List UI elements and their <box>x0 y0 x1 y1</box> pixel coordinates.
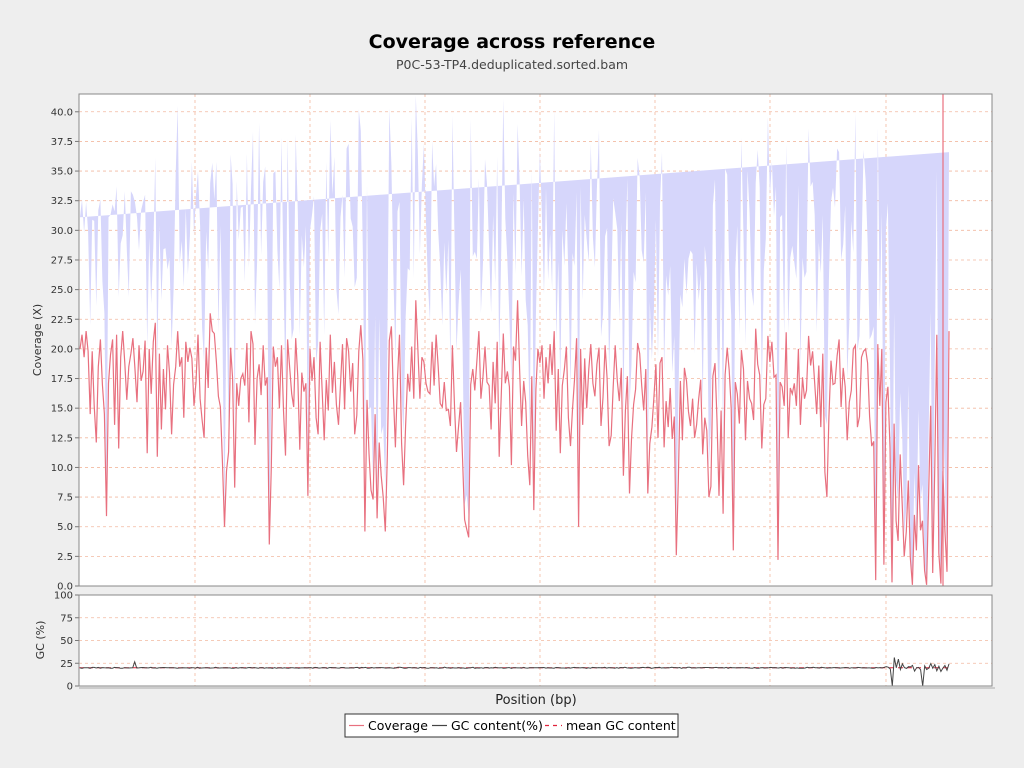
coverage-y-tick-label: 37.5 <box>51 137 73 148</box>
chart-subtitle: P0C-53-TP4.deduplicated.sorted.bam <box>396 57 628 72</box>
legend: Coverage GC content(%) mean GC content <box>344 713 679 738</box>
gc-grid <box>79 595 992 686</box>
legend-coverage-label: Coverage <box>368 718 428 733</box>
coverage-y-tick-label: 0.0 <box>57 582 73 593</box>
x-axis-label: Position (bp) <box>495 693 576 708</box>
coverage-y-tick-label: 10.0 <box>51 463 73 474</box>
coverage-y-tick-label: 22.5 <box>51 315 73 326</box>
coverage-band <box>80 95 949 584</box>
gc-y-tick-label: 75 <box>60 613 73 624</box>
legend-mean-gc-label: mean GC content <box>566 718 676 733</box>
chart-title: Coverage across reference <box>369 31 656 53</box>
gc-line <box>79 657 950 687</box>
gc-plot-border <box>78 594 993 687</box>
gc-y-label: GC (%) <box>34 621 47 660</box>
coverage-y-tick-label: 27.5 <box>51 255 73 266</box>
gc-y-ticks: 0 25 50 75 100 <box>54 591 79 693</box>
coverage-y-tick-label: 40.0 <box>51 107 73 118</box>
gc-y-tick-label: 50 <box>60 636 73 647</box>
gc-y-tick-label: 0 <box>67 682 73 693</box>
coverage-y-tick-label: 15.0 <box>51 404 73 415</box>
coverage-y-tick-label: 5.0 <box>57 522 73 533</box>
gc-y-tick-label: 25 <box>60 659 73 670</box>
coverage-y-tick-label: 20.0 <box>51 344 73 355</box>
coverage-y-tick-label: 12.5 <box>51 433 73 444</box>
coverage-y-tick-label: 30.0 <box>51 226 73 237</box>
coverage-y-tick-label: 7.5 <box>57 493 73 504</box>
coverage-y-tick-label: 25.0 <box>51 285 73 296</box>
coverage-plot-border <box>78 93 993 587</box>
gc-y-tick-label: 100 <box>54 591 73 602</box>
coverage-y-tick-label: 35.0 <box>51 167 73 178</box>
coverage-y-ticks: 0.0 2.5 5.0 7.5 10.0 12.5 15.0 17.5 20.0 22.5 25.0… <box>51 107 79 593</box>
coverage-y-tick-label: 17.5 <box>51 374 73 385</box>
legend-gc-label: GC content(%) <box>451 718 543 733</box>
coverage-line <box>79 94 950 586</box>
legend-box <box>344 713 679 738</box>
coverage-y-tick-label: 2.5 <box>57 552 73 563</box>
coverage-y-label: Coverage (X) <box>31 304 44 376</box>
coverage-y-tick-label: 32.5 <box>51 196 73 207</box>
